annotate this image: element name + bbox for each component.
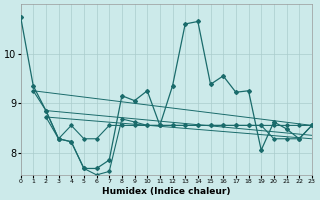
X-axis label: Humidex (Indice chaleur): Humidex (Indice chaleur) xyxy=(102,187,230,196)
